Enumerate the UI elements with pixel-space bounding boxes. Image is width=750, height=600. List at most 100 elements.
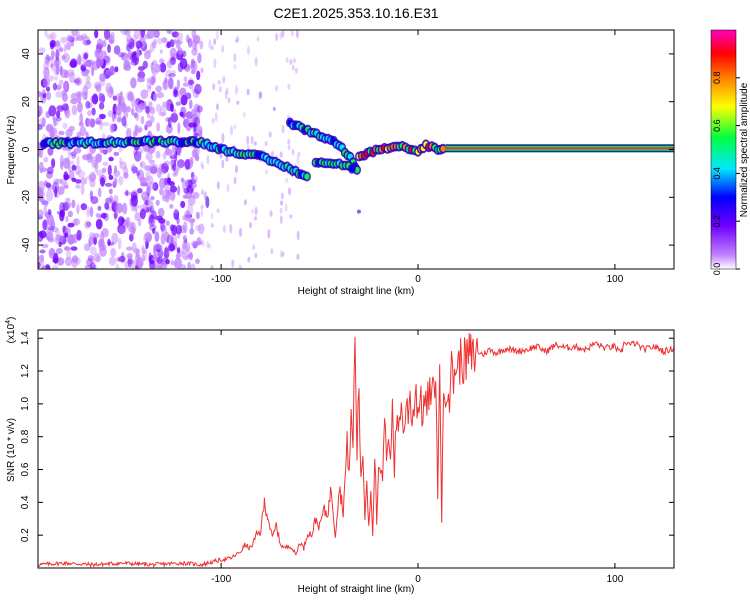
noise-mark	[198, 129, 203, 138]
noise-mark	[160, 233, 166, 245]
noise-mark	[140, 30, 146, 38]
noise-mark	[168, 73, 176, 78]
ridge-core	[440, 145, 446, 152]
noise-mark	[56, 247, 63, 255]
noise-mark	[141, 245, 145, 254]
colorbar-tick-label: 0.0	[712, 263, 722, 276]
noise-mark	[99, 73, 106, 82]
noise-mark	[145, 120, 153, 128]
noise-mark	[102, 40, 107, 48]
noise-mark	[254, 56, 258, 67]
noise-mark	[123, 172, 129, 179]
noise-mark	[55, 40, 61, 47]
colorbar-tick-label: 0.2	[712, 215, 722, 228]
noise-mark	[214, 112, 218, 122]
noise-mark	[146, 77, 151, 83]
noise-mark	[226, 183, 230, 193]
noise-mark	[161, 224, 168, 236]
noise-mark	[113, 45, 121, 55]
noise-mark	[189, 157, 194, 165]
noise-mark	[265, 169, 269, 175]
noise-mark	[55, 228, 60, 237]
noise-mark	[196, 108, 201, 120]
noise-mark	[138, 127, 142, 133]
noise-mark	[46, 33, 54, 40]
noise-mark	[50, 59, 56, 72]
blip-mark	[205, 196, 210, 209]
noise-mark	[200, 204, 204, 210]
noise-mark	[107, 164, 112, 177]
colorbar-label: Normalized spectral amplitude	[739, 82, 750, 217]
noise-mark	[247, 256, 251, 263]
noise-mark	[149, 205, 155, 213]
noise-mark	[296, 230, 300, 241]
noise-mark	[130, 194, 138, 207]
noise-mark	[97, 205, 102, 211]
noise-mark	[115, 106, 122, 116]
noise-mark	[267, 229, 271, 239]
noise-mark	[49, 39, 57, 48]
noise-mark	[77, 170, 86, 179]
noise-mark	[95, 213, 101, 218]
noise-mark	[96, 38, 104, 51]
noise-mark	[105, 197, 113, 203]
noise-mark	[280, 192, 284, 200]
noise-mark	[93, 159, 99, 170]
noise-mark	[45, 182, 52, 189]
noise-mark	[191, 30, 197, 40]
noise-mark	[99, 174, 107, 185]
noise-mark	[53, 68, 57, 76]
noise-mark	[134, 150, 142, 162]
noise-mark	[221, 159, 225, 169]
noise-mark	[264, 141, 268, 146]
noise-mark	[177, 166, 181, 171]
noise-mark	[148, 85, 152, 90]
noise-mark	[200, 209, 204, 218]
noise-mark	[161, 37, 168, 44]
noise-mark	[131, 96, 136, 108]
noise-mark	[144, 231, 153, 243]
noise-mark	[58, 130, 65, 136]
noise-mark	[68, 71, 76, 84]
noise-mark	[165, 220, 170, 226]
noise-mark	[130, 60, 136, 66]
noise-mark	[170, 103, 174, 113]
noise-mark	[210, 265, 214, 269]
noise-mark	[91, 256, 95, 268]
noise-mark	[275, 85, 279, 92]
noise-mark	[287, 83, 291, 91]
noise-mark	[86, 205, 90, 218]
noise-mark	[146, 49, 152, 54]
noise-mark	[145, 206, 149, 213]
noise-mark	[42, 219, 48, 231]
noise-mark	[80, 183, 85, 196]
noise-mark	[165, 258, 170, 265]
noise-mark	[153, 38, 157, 46]
noise-mark	[120, 52, 129, 61]
noise-mark	[63, 70, 69, 79]
noise-mark	[154, 231, 160, 243]
noise-mark	[172, 86, 179, 95]
snr-ytick-label: 0.6	[20, 462, 31, 476]
noise-mark	[41, 264, 46, 269]
noise-mark	[287, 144, 291, 151]
noise-mark	[55, 91, 63, 98]
noise-mark	[200, 189, 204, 196]
noise-mark	[145, 152, 153, 161]
noise-mark	[187, 218, 196, 223]
noise-mark	[135, 49, 141, 59]
noise-mark	[146, 112, 151, 119]
noise-mark	[95, 153, 102, 163]
noise-mark	[126, 44, 131, 52]
noise-mark	[38, 105, 43, 117]
noise-mark	[58, 47, 64, 53]
noise-mark	[150, 77, 155, 86]
noise-mark	[284, 203, 288, 212]
noise-mark	[56, 257, 65, 266]
noise-mark	[145, 105, 150, 115]
noise-mark	[67, 222, 75, 228]
snr-frame	[37, 329, 675, 569]
noise-mark	[139, 161, 143, 168]
noise-mark	[85, 221, 92, 228]
noise-mark	[173, 165, 179, 175]
